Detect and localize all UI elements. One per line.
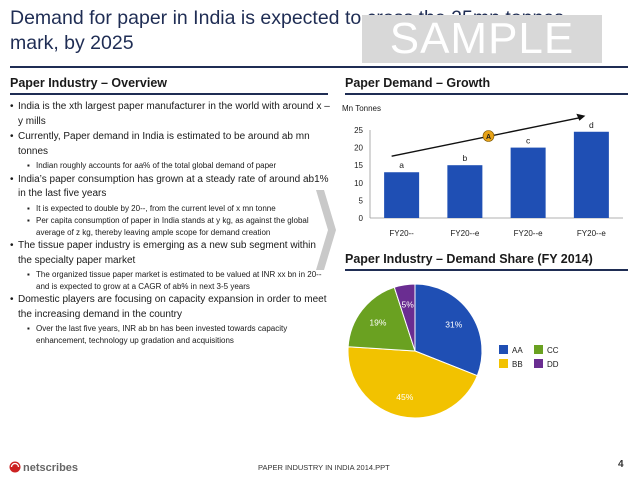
cagr-marker [482, 130, 495, 142]
legend-swatch [499, 345, 508, 354]
chevron-right-icon [316, 190, 336, 270]
bullet-item: Domestic players are focusing on capacit… [10, 293, 330, 346]
demand-growth-chart: 0 5 10 15 20 25 a FY20-- b FY20--e c FY20--e d FY20-… [342, 104, 623, 238]
bar [573, 131, 609, 218]
x-tick-label: FY20--e [450, 229, 479, 238]
sub-bullet-list: Indian roughly accounts for aa% of the t… [18, 160, 330, 172]
bullet-text: Domestic players are focusing on capacit… [18, 294, 327, 320]
legend-label: CC [547, 346, 559, 355]
pie-slice [347, 346, 478, 419]
sub-bullet-item: Per capita consumption of paper in India… [18, 215, 330, 238]
logo-wordmark: netscribes [23, 462, 78, 474]
bullet-item: The tissue paper industry is emerging as… [10, 239, 330, 292]
sub-bullet-list: It is expected to double by 20--, from t… [18, 203, 330, 239]
y-axis-label: Mn Tonnes [342, 104, 381, 113]
bullet-item: Currently, Paper demand in India is esti… [10, 130, 330, 172]
legend-label: AA [512, 346, 523, 355]
x-tick-label: FY20--e [514, 229, 543, 238]
cagr-marker-label: A [486, 134, 491, 141]
sample-watermark: SAMPLE [362, 15, 602, 63]
title-divider [10, 66, 628, 68]
y-tick-label: 20 [354, 144, 363, 153]
y-tick-label: 0 [359, 214, 364, 223]
sub-bullet-item: It is expected to double by 20--, from t… [18, 203, 330, 215]
sub-bullet-item: Over the last five years, INR ab bn has … [18, 323, 330, 346]
sub-bullet-item: Indian roughly accounts for aa% of the t… [18, 160, 330, 172]
share-section-title: Paper Industry – Demand Share (FY 2014) [345, 252, 593, 266]
y-tick-label: 5 [359, 196, 364, 205]
overview-section-title: Paper Industry – Overview [10, 76, 168, 90]
trend-arrowhead [576, 113, 586, 121]
sub-bullet-list: Over the last five years, INR ab bn has … [18, 323, 330, 346]
overview-bullet-list: India is the xth largest paper manufactu… [10, 99, 330, 347]
bar [510, 147, 546, 218]
legend-swatch [534, 359, 543, 368]
demand-share-chart: 31% 45% 19% 5% AA BB CC DD [347, 283, 559, 419]
sub-bullet-item: The organized tissue paper market is est… [18, 269, 330, 292]
growth-section-title: Paper Demand – Growth [345, 76, 491, 90]
y-tick-label: 25 [354, 126, 363, 135]
y-tick-label: 10 [354, 179, 363, 188]
legend-label: DD [547, 360, 559, 369]
legend-label: BB [512, 360, 523, 369]
bar-data-label: a [399, 160, 404, 170]
bar-data-label: c [526, 136, 531, 146]
legend-swatch [534, 345, 543, 354]
pie-slice [393, 283, 416, 352]
pie-slice [414, 283, 483, 377]
bullet-item: India is the xth largest paper manufactu… [10, 100, 330, 129]
pie-value-label: 19% [369, 317, 386, 327]
overview-divider [10, 93, 328, 95]
bar [447, 165, 483, 218]
x-tick-label: FY20-- [389, 229, 414, 238]
bullet-text: Currently, Paper demand in India is esti… [18, 131, 310, 157]
pie-value-label: 31% [445, 320, 462, 330]
bar-data-label: b [463, 153, 468, 163]
pie-value-label: 5% [402, 300, 415, 310]
bar-data-label: d [589, 120, 594, 130]
share-divider [345, 269, 628, 271]
x-tick-label: FY20--e [577, 229, 606, 238]
y-tick-label: 15 [354, 161, 363, 170]
bar [384, 172, 420, 218]
legend-swatch [499, 359, 508, 368]
growth-divider [345, 93, 628, 95]
bullet-item: India’s paper consumption has grown at a… [10, 173, 330, 239]
pie-slice [347, 286, 416, 352]
bullet-text: The tissue paper industry is emerging as… [18, 240, 316, 266]
pie-value-label: 45% [396, 392, 413, 402]
bullet-text: India’s paper consumption has grown at a… [18, 173, 329, 200]
footer-document-name: PAPER INDUSTRY IN INDIA 2014.PPT [258, 463, 390, 472]
sub-bullet-list: The organized tissue paper market is est… [18, 269, 330, 292]
netscribes-logo: netscribes [9, 461, 78, 474]
page-number: 4 [618, 459, 624, 470]
